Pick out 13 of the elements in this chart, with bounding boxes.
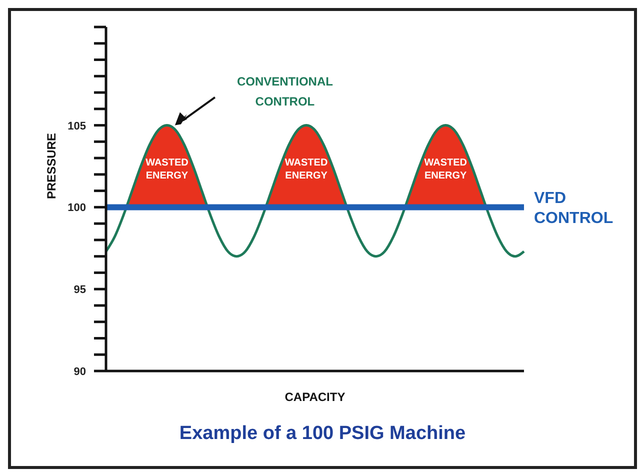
annotation: WASTED ENERGY [424, 157, 468, 182]
text: CONVENTIONAL CONTROL [236, 74, 333, 108]
y-tick-label: 95 [74, 284, 86, 296]
annotation: WASTED ENERGY [146, 157, 188, 182]
annotation: WASTED ENERGY [284, 157, 328, 182]
y-tick-label: 105 [68, 120, 86, 132]
line-series [104, 124, 526, 258]
ref-line-label: VFD CONTROL [534, 190, 614, 228]
y-tick-label: 90 [74, 366, 86, 378]
y-tick-label: 100 [68, 202, 86, 214]
x-axis-title: CAPACITY [284, 390, 346, 404]
text: Example of a 100 PSIG Machine [178, 423, 467, 445]
y-axis-title: PRESSURE [44, 132, 58, 199]
